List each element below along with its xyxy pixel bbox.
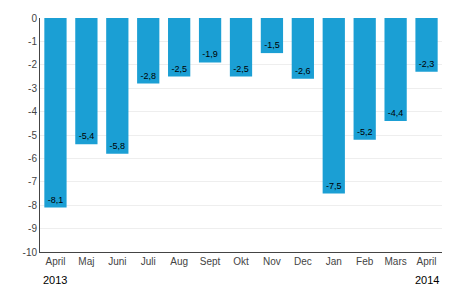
svg-text:-2,5: -2,5	[171, 64, 187, 74]
svg-text:-5,4: -5,4	[79, 131, 95, 141]
svg-text:-5,8: -5,8	[110, 141, 126, 151]
svg-text:Aug: Aug	[170, 256, 188, 267]
svg-text:Juni: Juni	[108, 256, 126, 267]
svg-text:Okt: Okt	[233, 256, 249, 267]
svg-text:-8: -8	[28, 200, 37, 211]
svg-text:-2: -2	[28, 59, 37, 70]
svg-text:April: April	[417, 256, 437, 267]
svg-text:-2,5: -2,5	[233, 64, 249, 74]
svg-text:2014: 2014	[415, 274, 439, 286]
svg-text:Jan: Jan	[326, 256, 342, 267]
svg-text:-6: -6	[28, 153, 37, 164]
svg-text:-1,5: -1,5	[264, 40, 280, 50]
svg-text:-1: -1	[28, 36, 37, 47]
svg-text:April: April	[45, 256, 65, 267]
svg-text:-4,4: -4,4	[388, 108, 404, 118]
svg-text:-2,6: -2,6	[295, 66, 311, 76]
svg-text:-2,8: -2,8	[140, 71, 156, 81]
svg-text:-3: -3	[28, 83, 37, 94]
svg-text:-10: -10	[23, 247, 38, 258]
svg-text:Dec: Dec	[294, 256, 312, 267]
svg-text:-7: -7	[28, 176, 37, 187]
svg-text:Juli: Juli	[141, 256, 156, 267]
svg-text:-2,3: -2,3	[419, 59, 435, 69]
svg-text:-5,2: -5,2	[357, 127, 373, 137]
svg-text:2013: 2013	[43, 274, 67, 286]
svg-text:-7,5: -7,5	[326, 181, 342, 191]
svg-text:-4: -4	[28, 106, 37, 117]
svg-text:Feb: Feb	[356, 256, 374, 267]
svg-text:0: 0	[31, 13, 37, 24]
svg-text:-9: -9	[28, 223, 37, 234]
svg-text:-8,1: -8,1	[48, 195, 64, 205]
svg-text:-1,9: -1,9	[202, 49, 218, 59]
svg-text:Mars: Mars	[385, 256, 407, 267]
svg-text:-5: -5	[28, 130, 37, 141]
svg-text:Sept: Sept	[200, 256, 221, 267]
svg-text:Maj: Maj	[78, 256, 94, 267]
svg-text:Nov: Nov	[263, 256, 281, 267]
